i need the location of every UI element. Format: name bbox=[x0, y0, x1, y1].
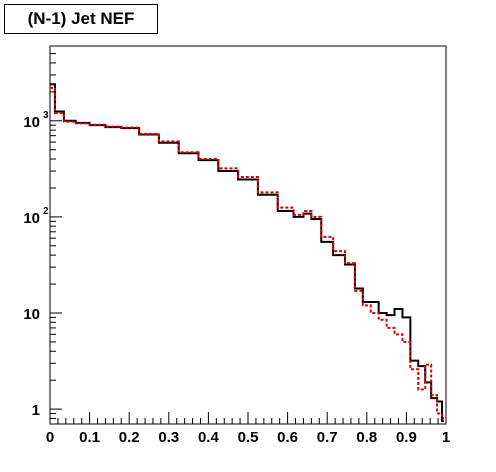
x-tick-label: 0.3 bbox=[158, 429, 179, 446]
y-tick-exponent: 2 bbox=[43, 206, 49, 217]
x-tick-label: 0.6 bbox=[277, 429, 298, 446]
y-tick-label: 10 bbox=[23, 306, 40, 323]
x-tick-label: 0.7 bbox=[317, 429, 338, 446]
y-tick-label: 1 bbox=[32, 402, 40, 419]
chart-title: (N-1) Jet NEF bbox=[4, 4, 158, 34]
x-tick-label: 0.5 bbox=[238, 429, 259, 446]
series-line-2 bbox=[50, 86, 445, 420]
x-tick-label: 1 bbox=[442, 429, 450, 446]
x-tick-label: 0.9 bbox=[396, 429, 417, 446]
y-tick-label: 10 bbox=[23, 114, 40, 131]
x-tick-label: 0.4 bbox=[198, 429, 220, 446]
series-line-1 bbox=[50, 83, 445, 423]
x-tick-label: 0.8 bbox=[356, 429, 377, 446]
x-tick-label: 0.2 bbox=[119, 429, 140, 446]
x-tick-label: 0 bbox=[46, 429, 54, 446]
y-tick-exponent: 3 bbox=[43, 110, 49, 121]
plot-frame bbox=[49, 45, 447, 425]
y-tick-label: 10 bbox=[23, 210, 40, 227]
x-tick-label: 0.1 bbox=[79, 429, 100, 446]
